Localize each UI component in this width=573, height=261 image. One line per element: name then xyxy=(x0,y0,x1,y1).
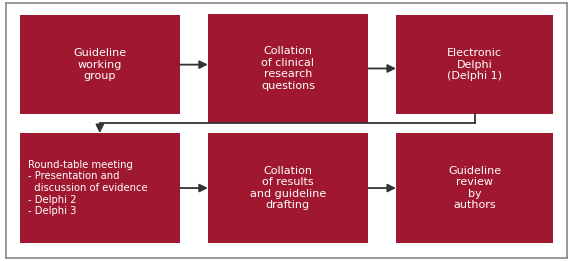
Text: Round-table meeting
- Presentation and
  discussion of evidence
- Delphi 2
- Del: Round-table meeting - Presentation and d… xyxy=(28,160,148,216)
Text: Collation
of results
and guideline
drafting: Collation of results and guideline draft… xyxy=(250,166,326,210)
Text: Collation
of clinical
research
questions: Collation of clinical research questions xyxy=(261,46,315,91)
FancyBboxPatch shape xyxy=(19,133,180,243)
FancyBboxPatch shape xyxy=(208,133,368,243)
FancyBboxPatch shape xyxy=(208,14,368,123)
Text: Electronic
Delphi
(Delphi 1): Electronic Delphi (Delphi 1) xyxy=(447,48,502,81)
Text: Guideline
working
group: Guideline working group xyxy=(73,48,127,81)
FancyBboxPatch shape xyxy=(19,15,180,114)
FancyBboxPatch shape xyxy=(396,133,554,243)
FancyBboxPatch shape xyxy=(396,15,554,114)
Text: Guideline
review
by
authors: Guideline review by authors xyxy=(448,166,501,210)
